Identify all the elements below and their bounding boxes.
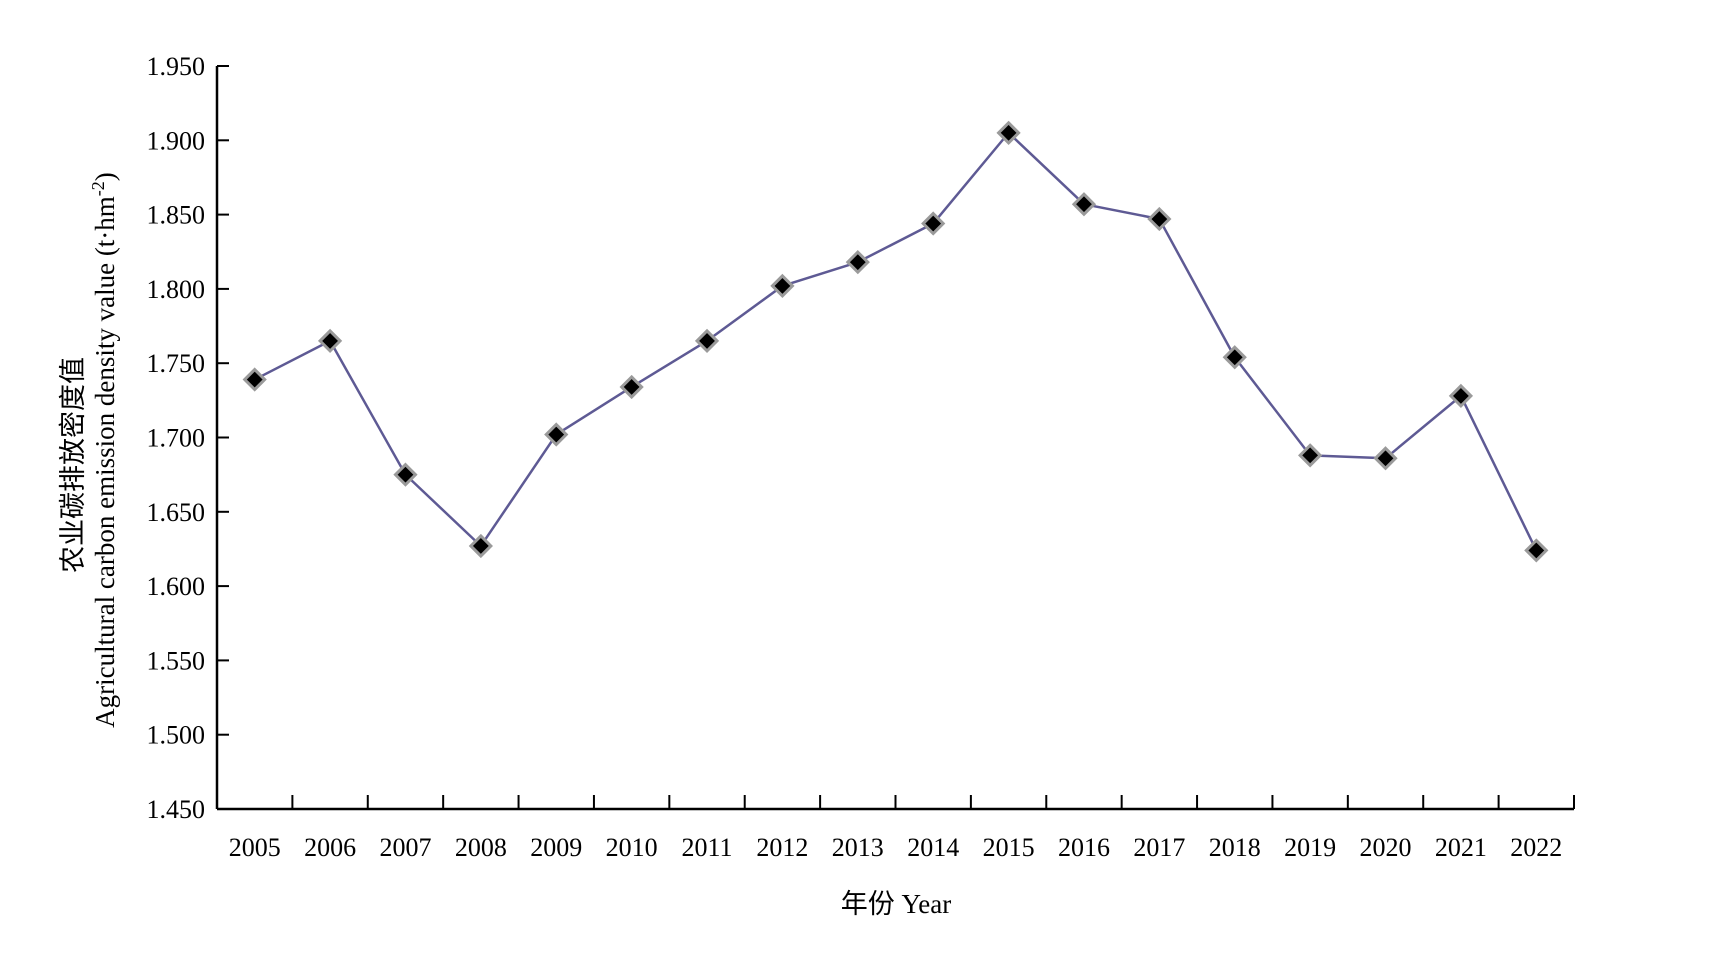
data-point-2013 — [845, 250, 870, 275]
x-tick-label: 2011 — [682, 833, 733, 862]
data-point-2017 — [1147, 206, 1172, 232]
data-point-2019 — [1298, 443, 1323, 468]
data-point-2012 — [770, 273, 795, 299]
x-axis: 2005 2006 2007 2008 2009 2010 2011 2012 2013 2014… — [217, 795, 1575, 862]
y-tick-label: 1.650 — [147, 498, 206, 527]
y-tick-label: 1.900 — [147, 126, 206, 155]
y-tick-label: 1.450 — [147, 795, 206, 824]
data-point-2009 — [544, 422, 569, 447]
y-tick-label: 1.500 — [147, 721, 206, 750]
y-axis-title-en: Agricultural carbon emission density val… — [88, 172, 120, 728]
x-tick-label: 2008 — [455, 833, 507, 862]
data-markers — [242, 120, 1549, 563]
y-tick-label: 1.750 — [147, 349, 206, 378]
series-lines — [254, 131, 1538, 551]
x-tick-label: 2006 — [304, 833, 356, 862]
y-axis-title: 农业碳排放密度值 Agricultural carbon emission de… — [58, 172, 120, 728]
data-point-2018 — [1222, 345, 1247, 370]
y-tick-label: 1.950 — [147, 52, 206, 81]
x-tick-label: 2013 — [832, 833, 884, 862]
x-tick-label: 2020 — [1360, 833, 1412, 862]
data-point-2008 — [468, 533, 493, 559]
x-tick-label: 2009 — [530, 833, 582, 862]
x-axis-title: 年份 Year — [841, 889, 952, 919]
y-axis: 1.450 1.500 1.550 1.600 1.650 1.700 1.750 1.800… — [147, 52, 229, 824]
x-tick-label: 2016 — [1058, 833, 1110, 862]
data-point-2014 — [921, 211, 946, 236]
y-axis-title-en-end: ) — [90, 172, 120, 181]
data-point-2021 — [1448, 383, 1474, 409]
x-tick-label: 2007 — [379, 833, 431, 862]
y-tick-label: 1.600 — [147, 572, 206, 601]
data-point-2022 — [1524, 538, 1549, 563]
x-tick-label: 2012 — [756, 833, 808, 862]
data-point-2005 — [242, 367, 267, 392]
x-tick-label: 2019 — [1284, 833, 1336, 862]
x-tick-label: 2010 — [606, 833, 658, 862]
y-axis-title-cn: 农业碳排放密度值 — [58, 357, 88, 573]
series-line — [254, 131, 1538, 551]
x-tick-label: 2014 — [907, 833, 959, 862]
data-point-2010 — [619, 374, 644, 400]
x-tick-label: 2005 — [229, 833, 281, 862]
y-tick-label: 1.550 — [147, 646, 206, 675]
y-axis-title-en-main: Agricultural carbon emission density val… — [90, 196, 120, 728]
data-point-2011 — [694, 328, 720, 354]
data-point-2016 — [1071, 192, 1097, 217]
data-point-2015 — [996, 120, 1021, 145]
x-tick-label: 2021 — [1435, 833, 1487, 862]
data-point-2006 — [317, 328, 343, 354]
x-tick-label: 2018 — [1209, 833, 1261, 862]
x-tick-label: 2015 — [983, 833, 1035, 862]
y-tick-label: 1.700 — [147, 424, 206, 453]
data-point-2007 — [393, 462, 418, 487]
y-axis-title-en-sup: -2 — [88, 181, 108, 196]
y-tick-label: 1.850 — [147, 201, 206, 230]
x-tick-label: 2022 — [1510, 833, 1562, 862]
data-point-2020 — [1373, 446, 1398, 471]
y-tick-label: 1.800 — [147, 275, 206, 304]
x-tick-label: 2017 — [1133, 833, 1185, 862]
